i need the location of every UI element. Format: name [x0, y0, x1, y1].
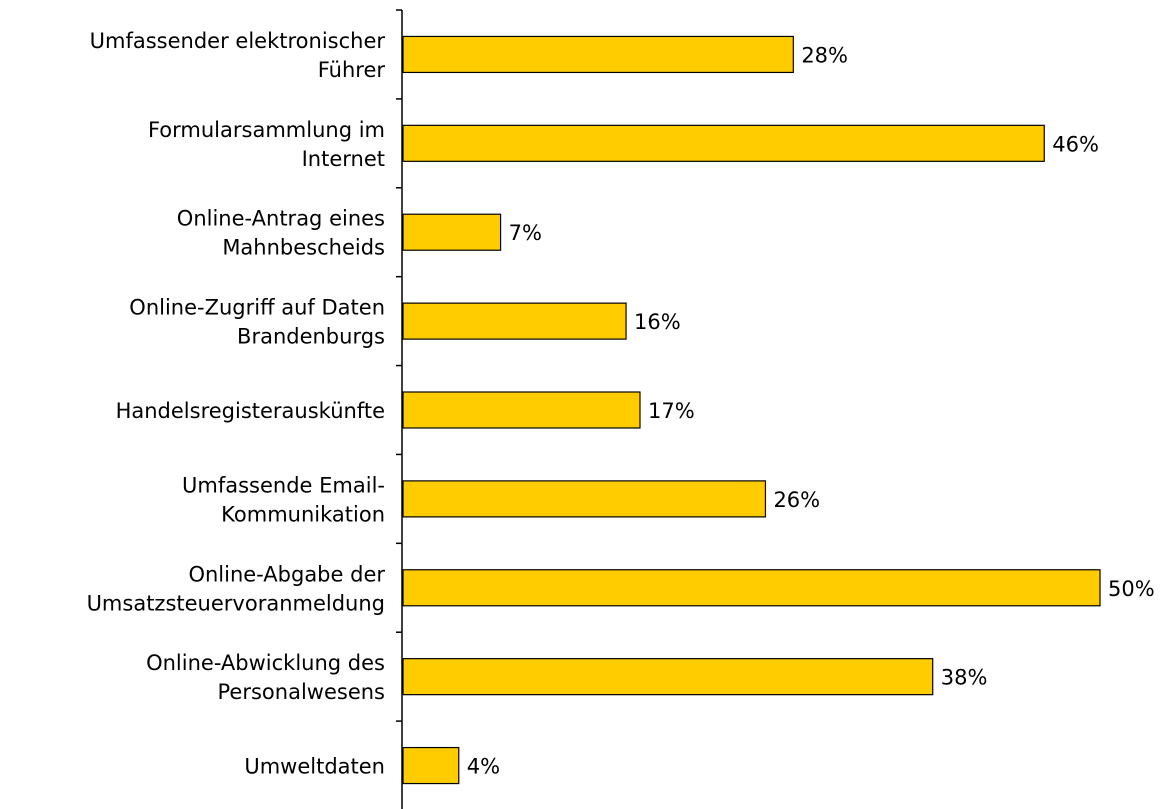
category-label: Umfassende Email-Kommunikation [182, 473, 385, 526]
value-label: 38% [941, 666, 988, 690]
category-label: Formularsammlung im Internet [148, 118, 385, 171]
bar [402, 391, 641, 429]
value-label: 4% [467, 755, 500, 779]
bar [402, 658, 934, 696]
category-label: Online-Abwicklung des Personalwesens [146, 651, 385, 704]
category-label: Handelsregisterauskünfte [116, 399, 385, 423]
bar [402, 569, 1101, 607]
bar [402, 124, 1045, 162]
bar [402, 35, 794, 74]
value-label: 46% [1052, 132, 1099, 156]
value-label: 28% [801, 43, 848, 67]
category-label: Online-Zugriff auf Daten Brandenburgs [129, 296, 385, 349]
category-label: Umfassender elektronischer Führer [90, 29, 386, 82]
bar [402, 746, 460, 785]
bar [402, 302, 627, 340]
value-label: 17% [648, 399, 695, 423]
value-label: 16% [634, 310, 681, 334]
value-label: 7% [509, 221, 542, 245]
bar [402, 213, 502, 251]
value-label: 50% [1108, 577, 1155, 601]
category-label: Online-Antrag eines Mahnbescheids [177, 207, 385, 260]
bar [402, 480, 767, 518]
value-label: 26% [773, 488, 820, 512]
category-label: Umweltdaten [244, 755, 385, 779]
category-label: Online-Abgabe der Umsatzsteuervoranmeldun… [87, 562, 386, 615]
